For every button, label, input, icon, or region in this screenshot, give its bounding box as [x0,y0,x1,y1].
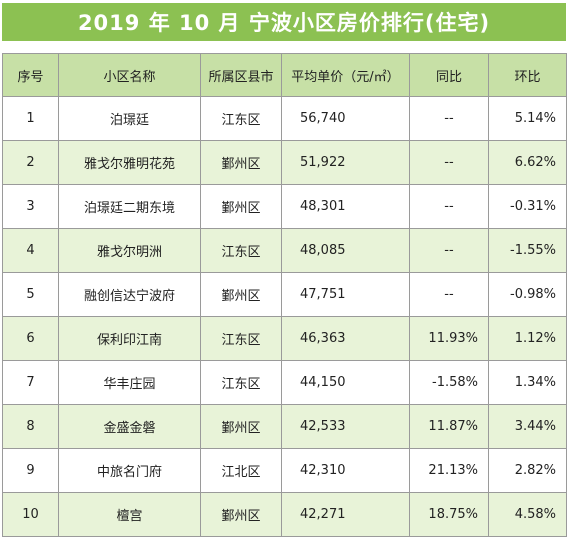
cell-name: 中旅名门府 [58,448,201,493]
table-row: 4 雅戈尔明洲 江东区 48,085 -- -1.55% [2,228,567,273]
table-row: 7 华丰庄园 江东区 44,150 -1.58% 1.34% [2,360,567,405]
cell-mom: 1.12% [488,316,567,361]
cell-rank: 6 [2,316,59,361]
cell-district: 鄞州区 [200,404,282,449]
cell-district: 江东区 [200,228,282,273]
cell-rank: 3 [2,184,59,229]
cell-price: 51,922 [281,140,410,185]
cell-rank: 5 [2,272,59,317]
cell-mom: 1.34% [488,360,567,405]
cell-rank: 10 [2,492,59,537]
col-header-yoy: 同比 [409,53,489,97]
cell-name: 檀宫 [58,492,201,537]
table-row: 6 保利印江南 江东区 46,363 11.93% 1.12% [2,316,567,361]
cell-price: 42,271 [281,492,410,537]
col-header-mom: 环比 [488,53,567,97]
cell-yoy: -1.58% [409,360,489,405]
cell-name: 泊璟廷二期东境 [58,184,201,229]
cell-district: 江东区 [200,96,282,141]
cell-mom: 5.14% [488,96,567,141]
cell-price: 48,301 [281,184,410,229]
col-header-district: 所属区县市 [200,53,282,97]
table-title: 2019 年 10 月 宁波小区房价排行(住宅) [2,3,566,41]
cell-mom: -0.98% [488,272,567,317]
table-row: 8 金盛金磐 鄞州区 42,533 11.87% 3.44% [2,404,567,449]
cell-yoy: -- [409,140,489,185]
cell-name: 金盛金磐 [58,404,201,449]
cell-name: 雅戈尔明洲 [58,228,201,273]
cell-district: 鄞州区 [200,272,282,317]
cell-mom: 3.44% [488,404,567,449]
cell-yoy: 21.13% [409,448,489,493]
col-header-price: 平均单价（元/㎡） [281,53,410,97]
cell-price: 56,740 [281,96,410,141]
cell-mom: 4.58% [488,492,567,537]
table-row: 5 融创信达宁波府 鄞州区 47,751 -- -0.98% [2,272,567,317]
cell-name: 保利印江南 [58,316,201,361]
cell-rank: 9 [2,448,59,493]
cell-price: 48,085 [281,228,410,273]
cell-district: 江北区 [200,448,282,493]
cell-mom: -1.55% [488,228,567,273]
cell-district: 鄞州区 [200,140,282,185]
cell-rank: 4 [2,228,59,273]
price-table: 序号 小区名称 所属区县市 平均单价（元/㎡） 同比 环比 1 泊璟廷 江东区 … [2,53,567,537]
cell-yoy: 11.93% [409,316,489,361]
cell-rank: 2 [2,140,59,185]
cell-price: 42,533 [281,404,410,449]
cell-yoy: -- [409,228,489,273]
cell-mom: 6.62% [488,140,567,185]
cell-price: 46,363 [281,316,410,361]
cell-district: 鄞州区 [200,184,282,229]
cell-name: 泊璟廷 [58,96,201,141]
cell-yoy: 18.75% [409,492,489,537]
cell-mom: -0.31% [488,184,567,229]
cell-yoy: -- [409,184,489,229]
cell-price: 47,751 [281,272,410,317]
cell-yoy: -- [409,272,489,317]
cell-mom: 2.82% [488,448,567,493]
cell-yoy: 11.87% [409,404,489,449]
col-header-name: 小区名称 [58,53,201,97]
col-header-rank: 序号 [2,53,59,97]
table-row: 1 泊璟廷 江东区 56,740 -- 5.14% [2,96,567,141]
cell-price: 44,150 [281,360,410,405]
table-row: 9 中旅名门府 江北区 42,310 21.13% 2.82% [2,448,567,493]
cell-rank: 1 [2,96,59,141]
cell-price: 42,310 [281,448,410,493]
cell-district: 江东区 [200,316,282,361]
cell-district: 江东区 [200,360,282,405]
cell-name: 华丰庄园 [58,360,201,405]
cell-name: 融创信达宁波府 [58,272,201,317]
cell-yoy: -- [409,96,489,141]
table-row: 10 檀宫 鄞州区 42,271 18.75% 4.58% [2,492,567,537]
cell-rank: 8 [2,404,59,449]
cell-name: 雅戈尔雅明花苑 [58,140,201,185]
table-row: 2 雅戈尔雅明花苑 鄞州区 51,922 -- 6.62% [2,140,567,185]
cell-rank: 7 [2,360,59,405]
table-header-row: 序号 小区名称 所属区县市 平均单价（元/㎡） 同比 环比 [2,53,567,97]
table-row: 3 泊璟廷二期东境 鄞州区 48,301 -- -0.31% [2,184,567,229]
cell-district: 鄞州区 [200,492,282,537]
